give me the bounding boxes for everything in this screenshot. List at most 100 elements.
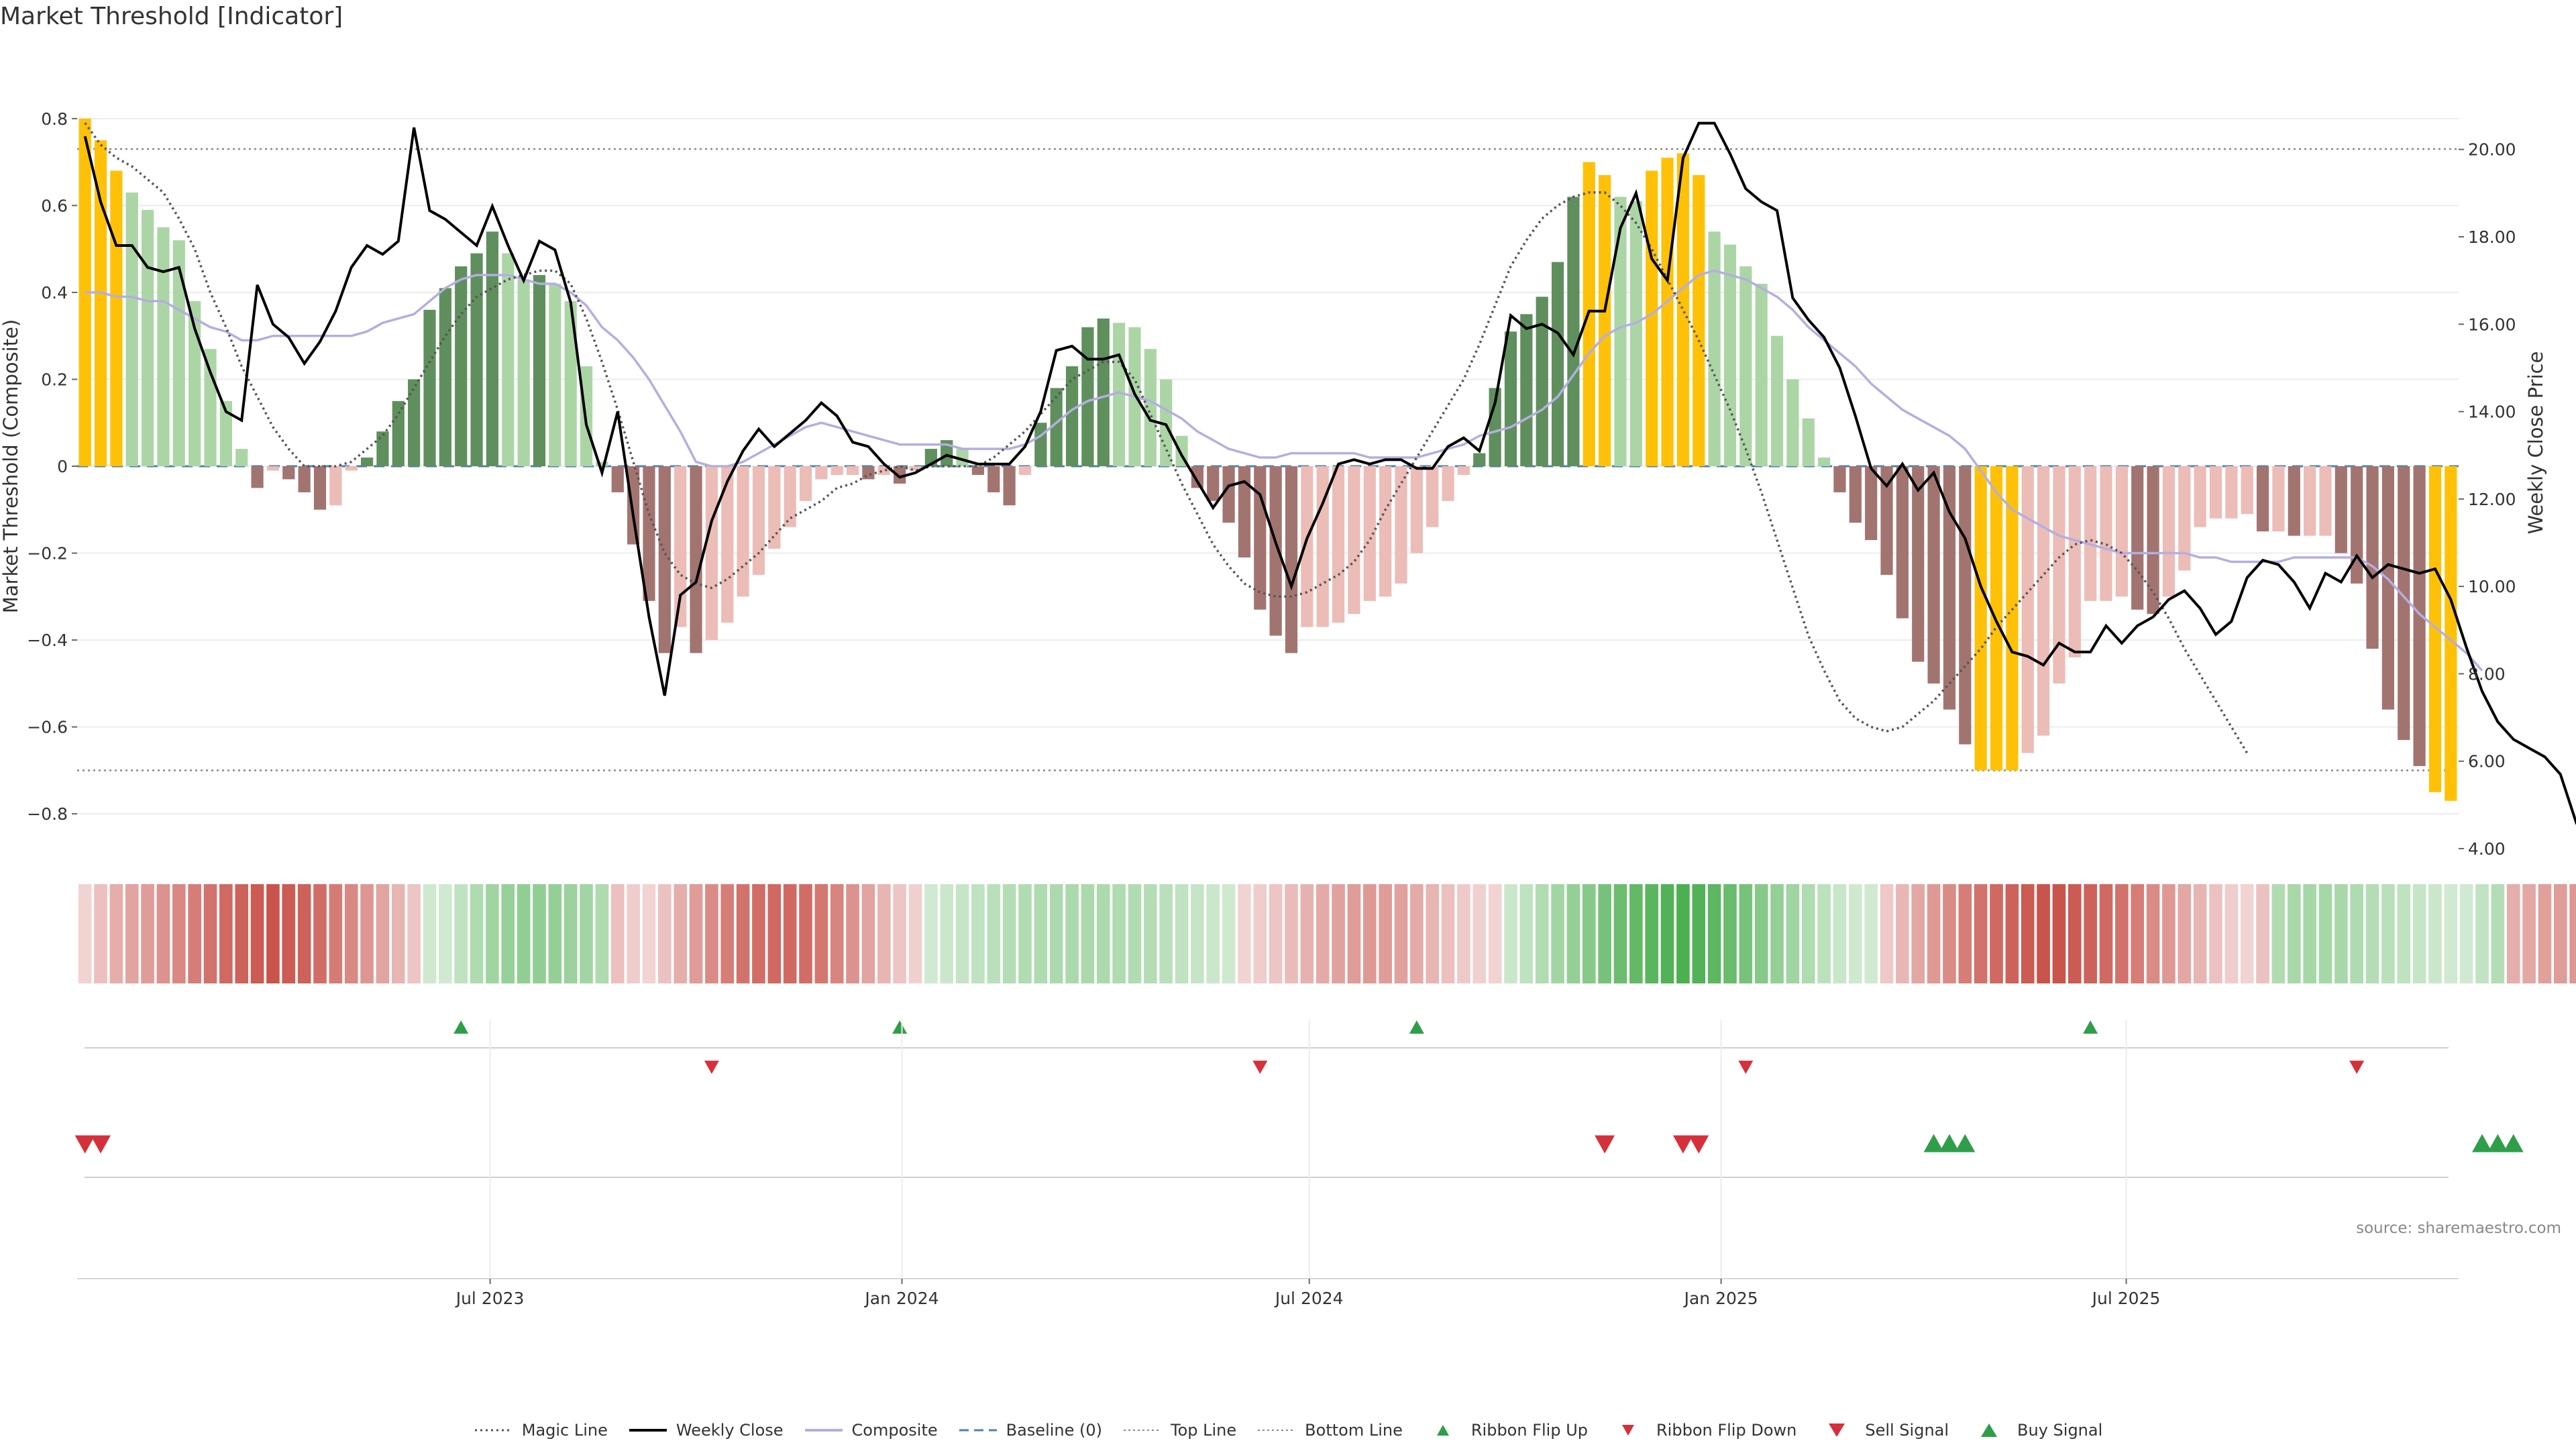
- composite-bar: [1943, 466, 1956, 710]
- composite-bar: [2100, 466, 2112, 601]
- composite-bar: [1489, 388, 1501, 466]
- composite-bar: [862, 466, 875, 480]
- composite-bar: [1504, 331, 1517, 466]
- composite-bar: [894, 466, 906, 484]
- ribbon-cell: [877, 884, 891, 983]
- ribbon-cell: [1159, 884, 1173, 983]
- composite-bar: [2319, 466, 2332, 536]
- ribbon-cell: [1410, 884, 1424, 983]
- composite-bar: [470, 253, 483, 466]
- ribbon-cell: [2146, 884, 2160, 983]
- composite-bar: [1191, 466, 1204, 488]
- composite-bar: [1034, 423, 1047, 466]
- composite-bar: [235, 449, 248, 466]
- composite-bar: [549, 283, 561, 466]
- ribbon-cell: [814, 884, 828, 983]
- composite-bar: [971, 466, 985, 475]
- ribbon-cell: [1629, 884, 1643, 983]
- ribbon-cell: [1269, 884, 1283, 983]
- ribbon-cell: [2099, 884, 2113, 983]
- composite-bar: [1238, 466, 1251, 558]
- ribbon-cell: [893, 884, 906, 983]
- sell-signal-marker: [1672, 1135, 1693, 1154]
- y-tick-label: 0.4: [41, 283, 68, 303]
- ribbon-cell: [1191, 884, 1204, 983]
- legend-label: Top Line: [1171, 1421, 1237, 1440]
- composite-bar: [486, 231, 499, 466]
- ribbon-cell: [705, 884, 718, 983]
- ribbon-cell: [940, 884, 954, 983]
- composite-bar: [1254, 466, 1267, 610]
- ribbon-cell: [1786, 884, 1800, 983]
- weekly-close-line: [83, 121, 2576, 825]
- ribbon-cell: [2334, 884, 2348, 983]
- composite-bar: [752, 466, 765, 575]
- y-tick-label: 0.8: [41, 109, 68, 129]
- ribbon-cell: [2052, 884, 2066, 983]
- series-lines: [83, 121, 2576, 825]
- ribbon-cell: [1660, 884, 1674, 983]
- legend: Magic Line Weekly Close Composite Baseline …: [0, 1421, 2576, 1440]
- y-tick-label: 0.6: [41, 196, 68, 215]
- ribbon-cell: [971, 884, 985, 983]
- ribbon-cell: [1990, 884, 2003, 983]
- composite-bar: [1207, 466, 1220, 501]
- threshold-guides: [77, 148, 2459, 771]
- composite-bar: [2037, 466, 2050, 736]
- composite-bar: [1160, 379, 1173, 466]
- legend-item: Bottom Line: [1256, 1421, 1403, 1440]
- ribbon-cell: [1943, 884, 1956, 983]
- composite-bar: [674, 466, 687, 627]
- ribbon-cell: [1222, 884, 1236, 983]
- ribbon-cell: [2178, 884, 2192, 983]
- ribbon-cell: [266, 884, 280, 983]
- composite-bar: [2225, 466, 2238, 519]
- ribbon-cell: [1911, 884, 1925, 983]
- composite-bar: [2084, 466, 2097, 601]
- ribbon-flip-down-marker: [704, 1061, 719, 1074]
- y2-tick-label: 8.00: [2468, 664, 2506, 684]
- composite-bar: [1269, 466, 1282, 636]
- legend-item: Baseline (0): [958, 1421, 1102, 1440]
- ribbon-cell: [627, 884, 640, 983]
- ribbon-flip-up-marker: [1409, 1020, 1424, 1034]
- sell-signal-marker: [74, 1135, 95, 1154]
- ribbon-cell: [1707, 884, 1721, 983]
- ribbon-cell: [2287, 884, 2301, 983]
- ribbon-cell: [1394, 884, 1408, 983]
- ribbon-cell: [1206, 884, 1220, 983]
- signal-lanes: [74, 1020, 2524, 1279]
- ribbon-cell: [783, 884, 797, 983]
- composite-bar: [1739, 266, 1752, 466]
- composite-bar: [2256, 466, 2269, 532]
- ribbon-cell: [1566, 884, 1580, 983]
- composite-bar: [564, 301, 577, 466]
- legend-label: Weekly Close: [676, 1421, 784, 1440]
- ribbon-cell: [830, 884, 844, 983]
- ribbon-cell: [1347, 884, 1361, 983]
- composite-bar: [392, 400, 405, 466]
- ribbon-cell: [908, 884, 922, 983]
- composite-bar: [2241, 466, 2253, 515]
- ribbon-cell: [2037, 884, 2050, 983]
- legend-item: Weekly Close: [628, 1421, 784, 1440]
- composite-bar: [2381, 466, 2395, 710]
- ribbon-cell: [1049, 884, 1063, 983]
- ribbon-cell: [1535, 884, 1549, 983]
- composite-bar: [1332, 466, 1345, 623]
- ribbon-cell: [1144, 884, 1157, 983]
- ribbon-cell: [1613, 884, 1627, 983]
- composite-bar: [2053, 466, 2065, 684]
- composite-bar: [768, 466, 781, 549]
- ribbon-cell: [1253, 884, 1267, 983]
- legend-triangle-up-small-icon: [1423, 1422, 1463, 1438]
- y-axis-label: Market Threshold (Composite): [0, 319, 22, 613]
- ribbon-cell: [2318, 884, 2332, 983]
- ribbon-cell: [517, 884, 531, 983]
- sell-signal-marker: [91, 1135, 111, 1154]
- composite-bar: [784, 466, 796, 527]
- composite-bar: [329, 466, 342, 506]
- y2-tick-label: 10.00: [2468, 577, 2516, 596]
- ribbon-cell: [391, 884, 405, 983]
